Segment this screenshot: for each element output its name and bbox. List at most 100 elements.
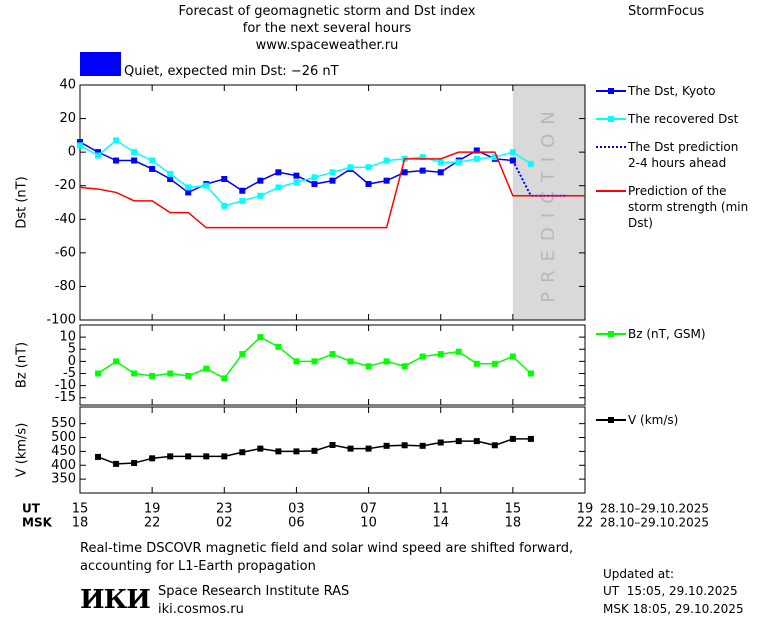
y-tick-label: -10 [55, 378, 76, 393]
x-tick-label: 07 [360, 502, 377, 517]
legend-entry: Bz (nT, GSM) [596, 326, 753, 342]
x-axis-name: UT [22, 502, 41, 516]
data-point [419, 353, 426, 360]
data-point [473, 155, 480, 162]
data-point [455, 348, 462, 355]
data-point [293, 358, 300, 365]
legend: V (km/s) [596, 412, 753, 428]
updated-ut: UT 15:05, 29.10.2025 [603, 584, 738, 598]
legend-entry: V (km/s) [596, 412, 753, 428]
y-tick-label: -20 [55, 178, 76, 193]
data-point [131, 370, 138, 377]
data-point [527, 370, 534, 377]
data-point [455, 159, 462, 166]
data-point [383, 442, 390, 449]
data-point [77, 142, 83, 149]
x-tick-label: 02 [216, 516, 233, 531]
prediction-label: PREDICTION [538, 102, 559, 302]
data-point [401, 442, 408, 449]
data-point [221, 375, 228, 382]
data-point [383, 358, 390, 365]
data-point [365, 445, 372, 452]
series-line [511, 160, 567, 197]
data-point [185, 372, 192, 379]
data-point [329, 442, 336, 449]
legend-label: Prediction of the storm strength (min Ds… [628, 184, 749, 230]
data-point [185, 453, 192, 460]
data-point [437, 351, 444, 358]
legend-label: The recovered Dst [628, 112, 739, 126]
data-point [293, 448, 300, 455]
data-point [437, 439, 444, 446]
data-point [311, 447, 318, 454]
x-tick-label: 15 [72, 502, 89, 517]
data-point [131, 149, 138, 156]
data-point [473, 360, 480, 367]
y-tick-label: 10 [59, 330, 76, 345]
data-point [167, 170, 174, 177]
data-point [509, 149, 516, 156]
title-line: Forecast of geomagnetic storm and Dst in… [178, 4, 476, 19]
x-tick-label: 06 [288, 516, 305, 531]
data-point [95, 370, 102, 377]
y-tick-label: 400 [51, 458, 76, 473]
legend-marker [608, 88, 614, 94]
data-point [131, 157, 138, 164]
data-point [185, 184, 192, 191]
x-tick-label: 18 [72, 516, 89, 531]
y-tick-label: -5 [63, 366, 76, 381]
data-point [185, 189, 192, 196]
data-point [401, 363, 408, 370]
series-line [97, 336, 532, 380]
data-point [239, 187, 246, 194]
legend-swatch [596, 190, 626, 192]
data-point [491, 154, 498, 161]
legend-entry: The recovered Dst [596, 111, 753, 127]
legend-swatch [596, 417, 626, 423]
y-tick-label: -60 [55, 245, 76, 260]
legend-marker [608, 417, 614, 423]
data-point [167, 176, 174, 182]
x-tick-label: 19 [577, 502, 594, 517]
x-axis-name: MSK [22, 516, 53, 530]
data-point [239, 351, 246, 358]
x-tick-label: 18 [505, 516, 522, 531]
y-tick-label: 40 [59, 78, 76, 93]
legend: Bz (nT, GSM) [596, 326, 753, 342]
logo: ИКИ [80, 585, 151, 615]
x-tick-label: 22 [577, 516, 594, 531]
data-point [257, 334, 264, 341]
data-point [401, 169, 408, 176]
institute: Space Research Institute RAS [158, 584, 350, 599]
footer-note: Real-time DSCOVR magnetic field and sola… [80, 541, 574, 574]
x-tick-label: 23 [216, 502, 233, 517]
data-point [509, 435, 516, 442]
plot-frame [79, 406, 586, 494]
updated-title: Updated at: [603, 567, 674, 581]
data-point [329, 177, 336, 184]
data-point [149, 165, 156, 172]
data-point [95, 152, 102, 159]
data-point [491, 360, 498, 367]
legend-marker [608, 331, 614, 337]
data-point [239, 449, 246, 456]
x-tick-label: 14 [432, 516, 449, 531]
date-range: 28.10–29.10.2025 [600, 516, 709, 530]
legend-entry: The Dst, Kyoto [596, 83, 753, 99]
data-point [239, 197, 246, 204]
data-point [437, 169, 444, 176]
data-point [203, 365, 210, 372]
plot-frame [79, 324, 586, 406]
data-point [419, 167, 426, 174]
y-tick-label: -40 [55, 212, 76, 227]
data-point [95, 149, 102, 156]
legend-label: Bz (nT, GSM) [628, 327, 706, 341]
legend-label: The Dst prediction 2-4 hours ahead [628, 140, 739, 170]
title-line: for the next several hours [242, 21, 412, 36]
legend-label: The Dst, Kyoto [628, 84, 716, 98]
data-point [149, 455, 156, 462]
url: iki.cosmos.ru [158, 602, 244, 617]
data-point [113, 358, 120, 365]
data-point [347, 445, 354, 452]
